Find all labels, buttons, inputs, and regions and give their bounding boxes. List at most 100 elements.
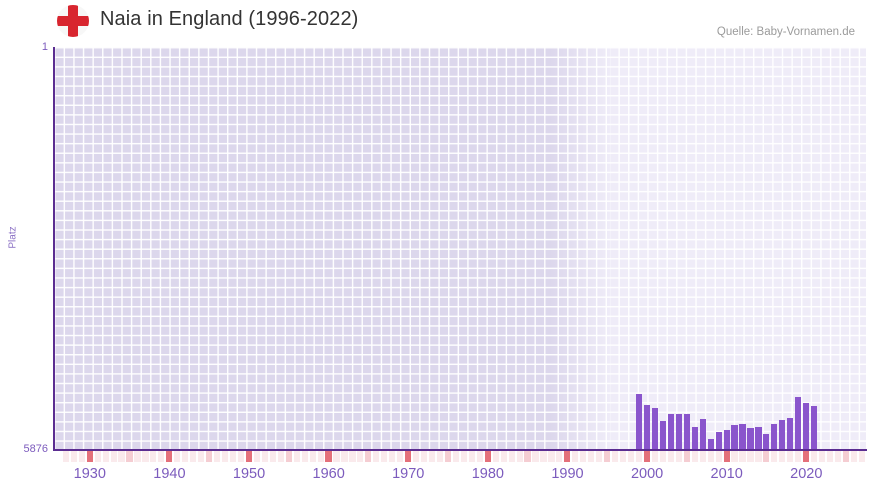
x-tick-mark-1932 bbox=[102, 451, 109, 462]
x-tick-mark-1937 bbox=[142, 451, 149, 462]
x-axis-tick-label-1930: 1930 bbox=[73, 466, 106, 482]
bar-2005[interactable] bbox=[683, 414, 690, 450]
x-tick-mark-2013 bbox=[747, 451, 754, 462]
bar-2009[interactable] bbox=[715, 431, 722, 450]
x-tick-mark-1927 bbox=[62, 451, 69, 462]
x-tick-mark-1964 bbox=[357, 451, 364, 462]
bar-2017[interactable] bbox=[779, 420, 786, 450]
x-tick-mark-1970 bbox=[405, 451, 412, 462]
x-tick-mark-2009 bbox=[715, 451, 722, 462]
bar-1999[interactable] bbox=[635, 394, 643, 450]
x-tick-mark-2007 bbox=[699, 451, 706, 462]
x-tick-mark-1955 bbox=[285, 451, 292, 462]
x-tick-mark-1958 bbox=[309, 451, 316, 462]
x-tick-mark-1965 bbox=[365, 451, 372, 462]
plot-area bbox=[54, 47, 866, 450]
y-axis-tick-bottom: 5876 bbox=[23, 443, 48, 455]
x-axis-tick-label-1990: 1990 bbox=[551, 466, 584, 482]
x-tick-mark-1950 bbox=[245, 451, 252, 462]
x-tick-mark-1969 bbox=[397, 451, 404, 462]
bar-2016[interactable] bbox=[771, 424, 778, 450]
x-tick-mark-1960 bbox=[325, 451, 332, 462]
bar-2019[interactable] bbox=[795, 397, 802, 450]
bar-2015[interactable] bbox=[763, 433, 770, 450]
bar-2018[interactable] bbox=[787, 418, 794, 450]
x-tick-mark-1978 bbox=[468, 451, 475, 462]
x-tick-mark-1974 bbox=[436, 451, 444, 462]
x-tick-mark-1940 bbox=[166, 451, 173, 462]
x-tick-mark-2025 bbox=[842, 451, 850, 462]
x-axis-tick-label-1980: 1980 bbox=[471, 466, 504, 482]
x-tick-mark-1986 bbox=[532, 451, 539, 462]
x-tick-mark-1975 bbox=[444, 451, 452, 462]
x-tick-mark-1998 bbox=[627, 451, 635, 462]
x-tick-mark-2006 bbox=[691, 451, 698, 462]
x-tick-mark-1993 bbox=[588, 451, 595, 462]
x-tick-mark-1999 bbox=[635, 451, 643, 462]
x-tick-mark-1962 bbox=[341, 451, 348, 462]
x-tick-mark-1956 bbox=[293, 451, 300, 462]
x-tick-mark-1995 bbox=[604, 451, 611, 462]
x-tick-mark-1933 bbox=[110, 451, 117, 462]
x-tick-mark-1943 bbox=[190, 451, 197, 462]
x-tick-mark-1948 bbox=[229, 451, 237, 462]
bar-2010[interactable] bbox=[723, 430, 730, 450]
chart-header: Naia in England (1996-2022) Quelle: Baby… bbox=[0, 0, 873, 47]
page-title: Naia in England (1996-2022) bbox=[100, 8, 359, 30]
x-tick-mark-1980 bbox=[484, 451, 491, 462]
bar-2003[interactable] bbox=[667, 413, 674, 450]
x-axis-tick-label-2010: 2010 bbox=[710, 466, 743, 482]
x-tick-mark-2010 bbox=[723, 451, 730, 462]
bar-2004[interactable] bbox=[675, 413, 682, 450]
x-tick-mark-1981 bbox=[492, 451, 499, 462]
x-tick-mark-1944 bbox=[198, 451, 205, 462]
bar-2020[interactable] bbox=[803, 402, 810, 450]
x-axis-tick-label-1970: 1970 bbox=[392, 466, 425, 482]
x-tick-mark-1946 bbox=[214, 451, 221, 462]
x-tick-mark-1985 bbox=[524, 451, 531, 462]
x-tick-mark-2027 bbox=[858, 451, 865, 462]
bar-2012[interactable] bbox=[739, 423, 746, 450]
england-flag-icon bbox=[57, 5, 89, 37]
bar-2001[interactable] bbox=[651, 408, 658, 450]
x-tick-mark-1961 bbox=[333, 451, 340, 462]
x-tick-mark-1979 bbox=[476, 451, 483, 462]
bar-2002[interactable] bbox=[659, 421, 666, 450]
bar-2000[interactable] bbox=[643, 405, 651, 450]
bar-2014[interactable] bbox=[755, 426, 762, 450]
x-tick-mark-1983 bbox=[508, 451, 515, 462]
x-tick-mark-1992 bbox=[580, 451, 587, 462]
x-tick-mark-1976 bbox=[452, 451, 459, 462]
x-tick-mark-1957 bbox=[301, 451, 308, 462]
x-tick-mark-1949 bbox=[237, 451, 245, 462]
x-tick-mark-2024 bbox=[834, 451, 842, 462]
flag-cross-vertical bbox=[68, 5, 78, 37]
x-tick-mark-2023 bbox=[826, 451, 834, 462]
source-attribution: Quelle: Baby-Vornamen.de bbox=[716, 26, 855, 38]
x-tick-mark-1989 bbox=[556, 451, 563, 462]
x-tick-mark-2008 bbox=[707, 451, 714, 462]
x-tick-mark-2002 bbox=[659, 451, 666, 462]
x-tick-mark-2014 bbox=[755, 451, 762, 462]
bar-2011[interactable] bbox=[731, 424, 738, 450]
x-tick-mark-1996 bbox=[612, 451, 619, 462]
x-tick-mark-2012 bbox=[739, 451, 746, 462]
bar-2021[interactable] bbox=[811, 406, 818, 450]
x-tick-mark-1936 bbox=[134, 451, 141, 462]
x-tick-mark-1967 bbox=[381, 451, 388, 462]
bar-2013[interactable] bbox=[747, 428, 754, 450]
x-tick-mark-1947 bbox=[221, 451, 229, 462]
x-tick-mark-1971 bbox=[413, 451, 420, 462]
x-axis-tick-label-2000: 2000 bbox=[630, 466, 664, 482]
x-tick-mark-2001 bbox=[651, 451, 658, 462]
grid-background-late bbox=[580, 47, 866, 450]
x-tick-mark-2026 bbox=[850, 451, 858, 462]
x-tick-mark-2020 bbox=[803, 451, 810, 462]
bar-2007[interactable] bbox=[699, 419, 706, 450]
bar-2006[interactable] bbox=[691, 427, 698, 450]
x-tick-mark-1945 bbox=[206, 451, 213, 462]
x-tick-mark-1977 bbox=[460, 451, 467, 462]
bar-2008[interactable] bbox=[707, 438, 714, 450]
x-tick-mark-1973 bbox=[428, 451, 436, 462]
x-axis-tick-label-1960: 1960 bbox=[312, 466, 345, 482]
